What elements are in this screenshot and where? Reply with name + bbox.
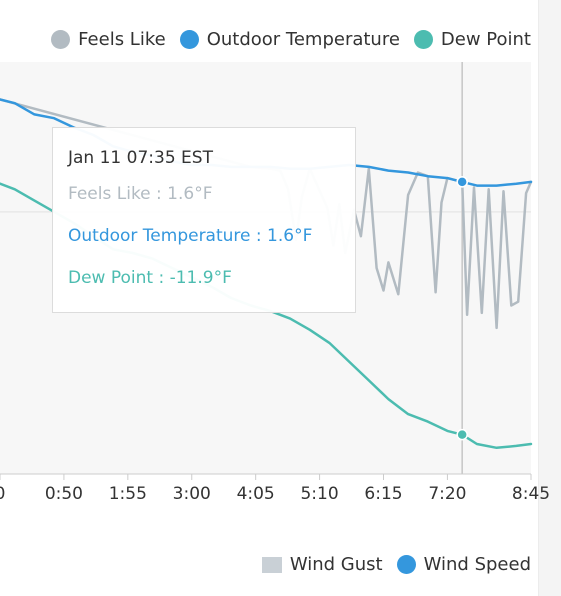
scrollbar-track[interactable] [538,0,561,596]
highlight-point-outdoor-temperature [456,176,468,188]
legend-label-feels-like: Feels Like [78,29,166,50]
legend-marker-wind-gust [261,556,282,573]
legend-item-dew-point[interactable]: Dew Point [413,29,531,50]
highlight-point-dew-point [456,428,468,441]
tooltip-dew-point: Dew Point : -11.9°F [68,268,232,288]
legend-item-wind-speed[interactable]: Wind Speed [396,554,531,575]
legend-marker-dew-point [413,30,433,49]
legend-label-wind-gust: Wind Gust [289,554,383,575]
legend-item-wind-gust[interactable]: Wind Gust [261,554,383,575]
wind-legend: Wind Gust Wind Speed [261,554,531,575]
x-tick-label: 3:00 [173,484,211,504]
tooltip-outdoor-temperature: Outdoor Temperature : 1.6°F [68,226,313,246]
x-tick-label: 0 [0,484,5,504]
tooltip-time: Jan 11 07:35 EST [68,148,213,168]
legend-label-dew-point: Dew Point [440,29,531,50]
legend-marker-wind-speed [396,555,416,574]
x-tick-label: 6:15 [364,484,402,504]
x-tick-label: 1:55 [109,484,147,504]
temperature-legend: Feels Like Outdoor Temperature Dew Point [51,29,531,50]
x-tick-label: 5:10 [300,484,338,504]
x-tick-label: 8:45 [512,484,550,504]
tooltip-feels-like: Feels Like : 1.6°F [68,184,213,204]
chart-tooltip: Jan 11 07:35 EST Feels Like : 1.6°F Outd… [52,127,356,313]
legend-label-outdoor-temperature: Outdoor Temperature [206,29,400,50]
legend-marker-feels-like [51,30,71,49]
x-tick-label: 0:50 [45,484,83,504]
legend-marker-outdoor-temperature [179,30,199,49]
legend-item-outdoor-temperature[interactable]: Outdoor Temperature [179,29,400,50]
legend-label-wind-speed: Wind Speed [423,554,531,575]
x-tick-label: 7:20 [428,484,466,504]
x-tick-label: 4:05 [237,484,275,504]
legend-item-feels-like[interactable]: Feels Like [51,29,166,50]
